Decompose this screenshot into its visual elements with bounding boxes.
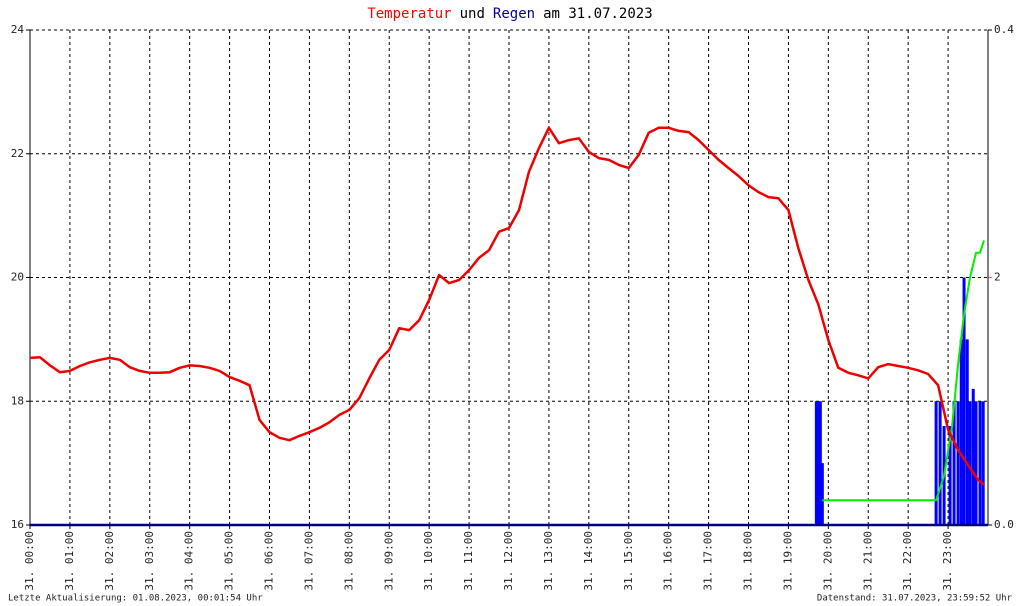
- y2-tick-label: 0.0: [994, 518, 1014, 531]
- y-tick-label: 16: [11, 518, 24, 531]
- line: [822, 240, 985, 502]
- chart-title: Temperatur und Regen am 31.07.2023: [367, 6, 652, 22]
- x-tick-label: 31. 07:00: [302, 531, 315, 591]
- x-tick-label: 31. 02:00: [103, 531, 116, 591]
- rain-bar: [820, 463, 824, 525]
- x-tick-label: 31. 19:00: [781, 531, 794, 591]
- rain-bar: [956, 401, 960, 525]
- y-tick-label: 18: [11, 394, 24, 407]
- y-tick-label: 20: [11, 271, 24, 284]
- x-tick-label: 31. 17:00: [702, 531, 715, 591]
- update-note: Letzte Aktualisierung: 01.08.2023, 00:01…: [8, 594, 263, 604]
- y2-tick-label: 0.4: [994, 23, 1014, 36]
- x-tick-label: 31. 18:00: [742, 531, 755, 591]
- x-tick-label: 31. 22:00: [901, 531, 914, 591]
- rain-bar: [952, 401, 956, 525]
- rain-bar: [981, 401, 985, 525]
- y3-tick-label: 2: [994, 271, 1001, 284]
- rain-bar: [965, 339, 969, 525]
- rain-bar: [959, 339, 963, 525]
- data-note: Datenstand: 31.07.2023, 23:59:52 Uhr: [817, 594, 1013, 604]
- rain-bar: [948, 426, 952, 525]
- x-tick-label: 31. 20:00: [821, 531, 834, 591]
- y-tick-label: 24: [11, 23, 25, 36]
- title-part: Temperatur: [367, 6, 451, 22]
- x-tick-label: 31. 08:00: [342, 531, 355, 591]
- rain-bar: [962, 277, 966, 525]
- x-tick-label: 31. 04:00: [183, 531, 196, 591]
- title-part: Regen: [493, 6, 535, 22]
- rain-bar: [818, 401, 822, 525]
- x-tick-label: 31. 12:00: [502, 531, 515, 591]
- y-tick-label: 22: [11, 147, 24, 160]
- rain-bar: [971, 388, 975, 525]
- x-tick-label: 31. 23:00: [941, 531, 954, 591]
- x-tick-label: 31. 14:00: [582, 531, 595, 591]
- rain-bar: [814, 401, 818, 525]
- x-tick-label: 31. 00:00: [23, 531, 36, 591]
- x-tick-label: 31. 10:00: [422, 531, 435, 591]
- rain-bar: [934, 401, 938, 525]
- x-tick-label: 31. 21:00: [861, 531, 874, 591]
- title-part: am 31.07.2023: [543, 6, 653, 22]
- x-tick-label: 31. 11:00: [462, 531, 475, 591]
- x-tick-label: 31. 16:00: [662, 531, 675, 591]
- x-tick-label: 31. 13:00: [542, 531, 555, 591]
- rain-bar: [938, 401, 942, 525]
- x-tick-label: 31. 06:00: [263, 531, 276, 591]
- x-tick-label: 31. 03:00: [143, 531, 156, 591]
- rain-bar: [974, 401, 978, 525]
- title-part: und: [460, 6, 485, 22]
- x-tick-label: 31. 05:00: [223, 531, 236, 591]
- rain-bar: [978, 401, 982, 525]
- x-tick-label: 31. 15:00: [622, 531, 635, 591]
- x-tick-label: 31. 01:00: [63, 531, 76, 591]
- line: [29, 126, 985, 486]
- x-tick-label: 31. 09:00: [382, 531, 395, 591]
- rain-bar: [816, 401, 820, 525]
- rain-bar: [968, 401, 972, 525]
